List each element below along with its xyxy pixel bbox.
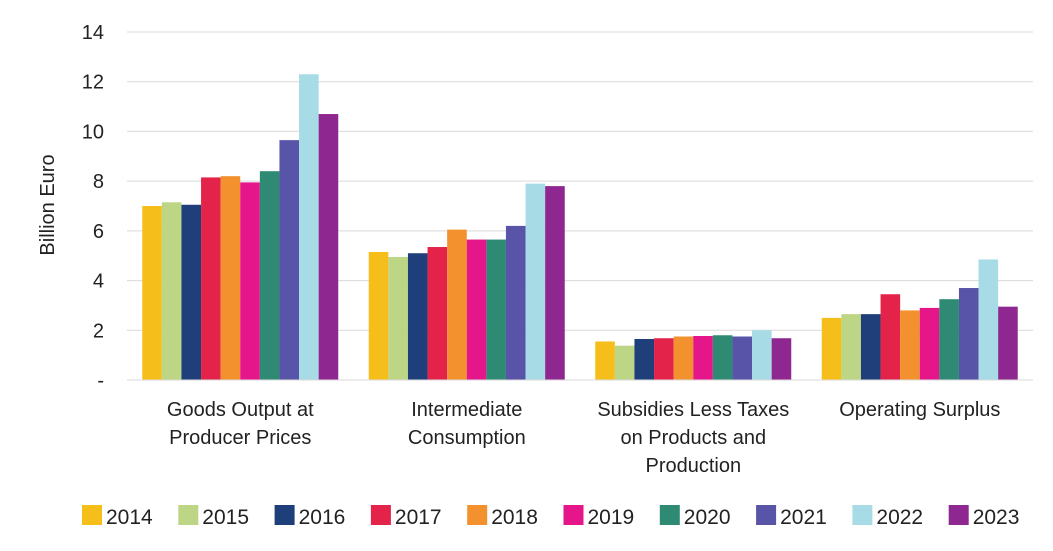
bar-2019 [240,182,260,380]
bar-2023 [545,186,565,380]
bar-2018 [900,310,920,380]
legend-swatch-2018 [467,505,488,525]
legend-label-2020: 2020 [684,506,731,529]
legend-label-2021: 2021 [780,506,827,529]
legend-swatch-2019 [563,505,584,525]
bar-2014 [595,341,615,380]
legend-swatch-2023 [948,505,969,525]
legend-label-2016: 2016 [299,506,346,529]
bar-2020 [939,299,959,380]
bar-2014 [142,206,162,380]
x-category-label: Producer Prices [169,427,311,449]
y-tick-label: 2 [93,320,104,342]
legend-swatch-2017 [370,505,391,525]
bar-2018 [447,229,467,380]
x-category-label: Production [645,455,741,477]
bar-2018 [673,336,694,380]
x-category-label: Operating Surplus [839,399,1000,421]
bar-2020 [486,239,506,380]
bar-2022 [978,259,999,380]
bar-2023 [771,338,792,380]
bar-2016 [634,338,655,380]
x-category-label: Intermediate [411,399,522,421]
bar-2014 [821,317,842,380]
legend-swatch-2014 [82,505,102,525]
legend-label-2023: 2023 [973,506,1020,529]
bar-2021 [732,336,753,380]
y-tick-label: 6 [93,221,104,243]
bar-2022 [525,183,546,380]
legend-label-2014: 2014 [106,506,153,529]
bar-2021 [505,225,526,380]
bar-2017 [654,338,674,380]
y-axis-label: Billion Euro [37,154,59,255]
legend-swatch-2016 [274,505,295,525]
legend-label-2019: 2019 [588,506,635,529]
bar-2019 [466,239,487,380]
x-category-label: Goods Output at [167,399,314,421]
bar-2022 [299,74,319,380]
y-tick-label: - [97,370,104,392]
bar-2017 [880,294,901,380]
bar-2019 [919,307,940,380]
bar-2019 [693,336,713,380]
y-axis: - 2 4 6 8 10 12 14 [82,22,104,392]
legend-swatch-2020 [659,505,680,525]
bar-2022 [752,330,772,380]
bar-2018 [220,176,241,380]
bar-2014 [368,251,389,380]
bar-2015 [614,345,635,380]
y-tick-label: 4 [93,271,104,293]
bars [142,74,1018,380]
x-category-label: Subsidies Less Taxes [597,399,789,421]
y-tick-label: 14 [82,22,104,44]
bar-2020 [259,171,280,380]
bar-2017 [201,177,221,380]
x-category-label: on Products and [620,427,766,449]
bar-2017 [427,247,448,380]
legend-label-2022: 2022 [876,506,923,529]
bar-2016 [181,204,202,380]
x-axis-categories: Goods Output at Producer Prices Intermedia… [167,399,1000,477]
bar-2016 [407,253,428,380]
bar-2015 [161,202,182,380]
bar-2016 [860,314,881,380]
bar-2023 [998,306,1018,380]
legend-label-2018: 2018 [491,506,538,529]
bar-2021 [279,140,300,380]
y-tick-label: 12 [82,72,104,94]
bar-2021 [958,288,979,380]
y-tick-label: 10 [82,121,104,143]
legend-swatch-2022 [852,505,873,525]
legend: 2014 2015 2016 2017 2018 2019 2020 2021 2022 2023 [82,505,1019,529]
bar-2015 [841,314,861,380]
legend-swatch-2015 [178,505,199,525]
legend-swatch-2021 [756,505,777,525]
legend-label-2017: 2017 [395,506,442,529]
bar-2020 [712,335,733,380]
y-tick-label: 8 [93,171,104,193]
bar-2023 [318,114,339,380]
legend-label-2015: 2015 [202,506,249,529]
bar-2015 [388,256,408,380]
x-category-label: Consumption [408,427,526,449]
